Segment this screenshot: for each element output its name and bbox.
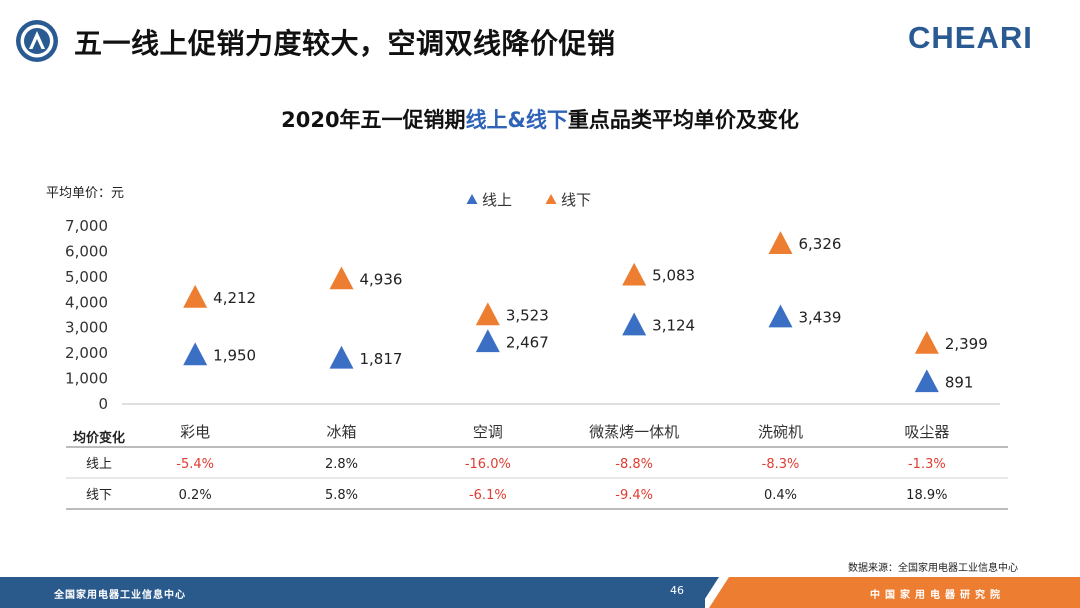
y-tick-label: 7,000 [65, 217, 108, 235]
online-price-marker [329, 345, 354, 369]
offline-price-label: 2,399 [945, 335, 988, 353]
table-cell: 5.8% [325, 488, 358, 503]
offline-price-label: 5,083 [652, 267, 695, 285]
online-price-marker [768, 304, 793, 328]
y-tick-label: 1,000 [65, 370, 108, 388]
table-header-label: 均价变化 [73, 430, 125, 446]
offline-price-marker [914, 330, 939, 354]
footer-institute-name: 中国家用电器研究院 [870, 590, 1005, 601]
table-cell: -9.4% [615, 488, 653, 503]
online-price-marker [183, 342, 208, 366]
online-price-label: 891 [945, 373, 974, 391]
online-price-marker [914, 369, 939, 393]
legend-label: 线下 [561, 191, 591, 209]
chart-title-part-3: 重点品类平均单价及变化 [567, 108, 799, 132]
footer-bar-left [0, 577, 725, 608]
table-cell: -1.3% [908, 457, 946, 472]
offline-price-marker [768, 231, 793, 254]
legend-offline-icon [545, 194, 557, 204]
online-price-label: 2,467 [506, 333, 549, 351]
table-cell: 18.9% [906, 488, 947, 503]
online-price-marker [475, 329, 500, 353]
category-label: 吸尘器 [904, 423, 949, 441]
chart-title-highlight: 线上&线下 [465, 108, 568, 132]
table-cell: 0.2% [179, 488, 212, 503]
chart-title-part-1: 2020年五一促销期 [281, 108, 466, 132]
chart-title: 2020年五一促销期线上&线下重点品类平均单价及变化 [0, 104, 1080, 134]
table-cell: 0.4% [764, 488, 797, 503]
online-price-label: 1,817 [360, 350, 403, 368]
table-cell: -5.4% [176, 457, 214, 472]
footer-bar-right [705, 577, 1080, 608]
offline-price-label: 4,936 [360, 270, 403, 288]
y-tick-label: 0 [98, 395, 108, 413]
legend-label: 线上 [482, 191, 512, 209]
slide-title: 五一线上促销力度较大，空调双线降价促销 [74, 27, 616, 60]
online-price-label: 1,950 [213, 346, 256, 364]
offline-price-label: 3,523 [506, 306, 549, 324]
table-cell: -8.3% [762, 457, 800, 472]
category-label: 空调 [473, 423, 503, 441]
category-label: 微蒸烤一体机 [589, 423, 679, 441]
table-row-label: 线上 [86, 457, 112, 472]
brand-logo: CHEARI [908, 20, 1033, 55]
y-tick-label: 5,000 [65, 268, 108, 286]
page-number: 46 [670, 584, 684, 597]
offline-price-label: 6,326 [799, 235, 842, 253]
online-price-label: 3,439 [799, 309, 842, 327]
footer-org-name: 全国家用电器工业信息中心 [54, 590, 186, 601]
offline-price-marker [475, 302, 500, 326]
offline-price-marker [183, 284, 208, 308]
y-axis-unit-label: 平均单价：元 [46, 186, 125, 201]
y-tick-label: 4,000 [65, 293, 108, 311]
category-label: 洗碗机 [758, 423, 803, 441]
table-cell: -8.8% [615, 457, 653, 472]
category-label: 彩电 [180, 423, 210, 441]
table-cell: -16.0% [465, 457, 511, 472]
legend-online-icon [466, 194, 478, 204]
offline-price-label: 4,212 [213, 289, 256, 307]
table-cell: -6.1% [469, 488, 507, 503]
data-source: 数据来源：全国家用电器工业信息中心 [848, 563, 1018, 574]
category-label: 冰箱 [326, 423, 356, 441]
org-logo [16, 20, 58, 62]
y-tick-label: 3,000 [65, 319, 108, 337]
offline-price-marker [622, 262, 647, 286]
y-tick-label: 6,000 [65, 242, 108, 260]
offline-price-marker [329, 266, 354, 290]
online-price-marker [622, 312, 647, 336]
online-price-label: 3,124 [652, 317, 695, 335]
table-cell: 2.8% [325, 457, 358, 472]
table-row-label: 线下 [86, 488, 112, 503]
y-tick-label: 2,000 [65, 344, 108, 362]
